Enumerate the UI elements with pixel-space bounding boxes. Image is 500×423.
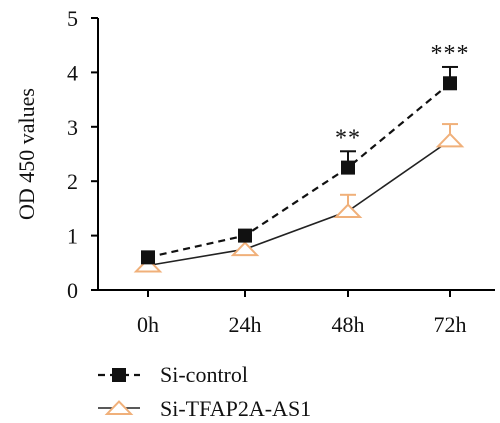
point-0-1 <box>238 228 252 243</box>
y-tick-label-1: 1 <box>67 224 78 249</box>
series-line-0 <box>147 82 451 259</box>
x-tick-label-2: 48h <box>332 312 365 337</box>
y-tick-label-5: 5 <box>67 6 78 31</box>
legend-item-0: Si-control <box>98 362 248 387</box>
legend-item-1: Si-TFAP2A-AS1 <box>98 396 311 421</box>
legend-marker-1 <box>104 400 134 415</box>
legend-marker-0 <box>112 368 126 382</box>
x-ticks: 0h 24h 48h 72h <box>137 290 467 337</box>
y-tick-label-2: 2 <box>67 169 78 194</box>
point-1-2 <box>333 203 363 219</box>
annotation-0: ** <box>335 125 361 151</box>
x-tick-label-3: 72h <box>434 312 467 337</box>
point-0-2 <box>341 160 355 175</box>
series-line-1 <box>147 139 451 267</box>
y-ticks: 0 1 2 3 4 5 <box>67 6 98 303</box>
x-tick-label-1: 24h <box>229 312 262 337</box>
point-0-3 <box>443 76 457 91</box>
legend-triangle <box>104 400 134 415</box>
point-0-0 <box>141 250 155 265</box>
series-0 <box>141 65 458 265</box>
point-1-1 <box>230 241 260 257</box>
legend: Si-control Si-TFAP2A-AS1 <box>98 362 311 421</box>
y-tick-label-0: 0 <box>67 278 78 303</box>
x-tick-label-0: 0h <box>137 312 159 337</box>
legend-label-1: Si-TFAP2A-AS1 <box>160 396 311 421</box>
point-1-3 <box>435 132 465 148</box>
series-1 <box>133 123 465 273</box>
legend-square <box>112 368 126 382</box>
y-axis-label: OD 450 values <box>14 88 39 220</box>
y-tick-label-4: 4 <box>67 60 78 85</box>
annotation-layer: ***** <box>335 41 470 151</box>
y-tick-label-3: 3 <box>67 115 78 140</box>
series-layer <box>133 65 465 273</box>
annotation-1: *** <box>431 41 470 67</box>
point-1-0 <box>133 257 163 273</box>
legend-label-0: Si-control <box>160 362 248 387</box>
